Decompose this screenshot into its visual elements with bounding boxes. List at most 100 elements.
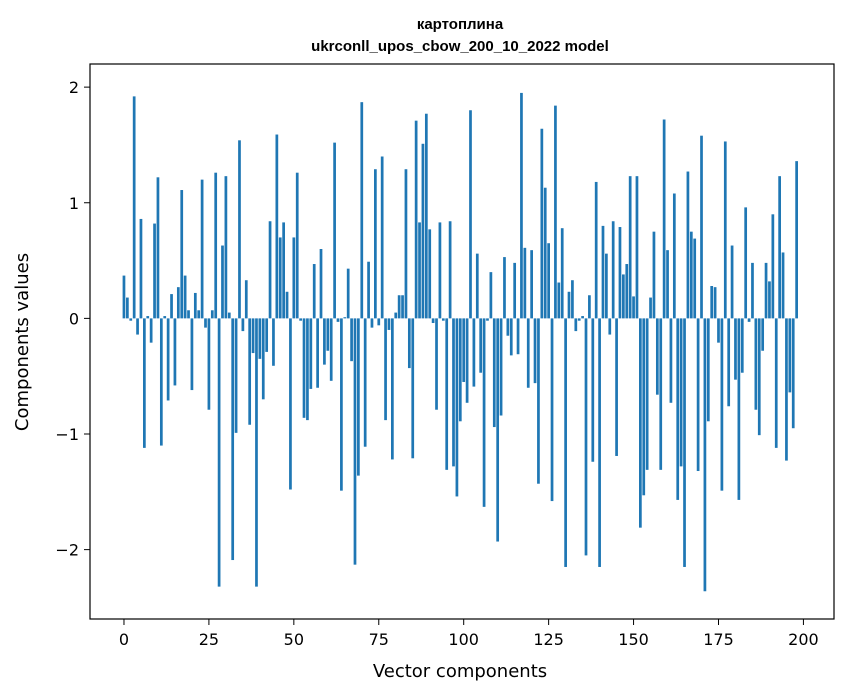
bar-167 bbox=[689, 231, 693, 319]
bar-154 bbox=[645, 318, 649, 470]
bar-197 bbox=[791, 318, 795, 429]
bar-33 bbox=[234, 318, 238, 433]
bar-193 bbox=[778, 176, 781, 319]
bar-96 bbox=[448, 221, 452, 319]
bar-106 bbox=[482, 318, 486, 507]
bar-65 bbox=[343, 317, 347, 319]
bar-62 bbox=[333, 142, 336, 319]
bar-13 bbox=[166, 318, 170, 401]
bar-47 bbox=[282, 222, 285, 319]
chart-title: картоплина bbox=[417, 16, 504, 33]
bar-97 bbox=[452, 318, 455, 467]
bar-115 bbox=[513, 262, 517, 319]
bar-139 bbox=[594, 181, 598, 319]
bar-182 bbox=[740, 318, 744, 373]
bar-132 bbox=[571, 280, 574, 319]
bar-124 bbox=[543, 187, 547, 319]
bar-94 bbox=[441, 318, 445, 321]
bar-130 bbox=[564, 318, 567, 567]
bar-57 bbox=[316, 318, 319, 388]
bar-81 bbox=[397, 295, 401, 319]
bar-186 bbox=[754, 318, 758, 410]
bar-10 bbox=[156, 177, 160, 319]
bar-31 bbox=[227, 312, 231, 319]
chart-subtitle: ukrconll_upos_cbow_200_10_2022 model bbox=[311, 38, 609, 55]
bar-0 bbox=[122, 275, 126, 319]
bar-198 bbox=[795, 161, 798, 319]
bar-157 bbox=[655, 318, 659, 395]
x-axis: 0 25 50 75 100 125 150 175 200 bbox=[119, 619, 819, 649]
bar-122 bbox=[537, 318, 540, 484]
bar-45 bbox=[275, 134, 279, 319]
bar-76 bbox=[380, 156, 384, 319]
bar-148 bbox=[625, 264, 629, 319]
y-tick-label: 0 bbox=[69, 309, 79, 328]
x-tick-label: 150 bbox=[618, 630, 649, 649]
bar-71 bbox=[363, 318, 367, 447]
bar-4 bbox=[136, 318, 139, 335]
bar-121 bbox=[533, 318, 537, 384]
bar-91 bbox=[431, 318, 435, 324]
bar-84 bbox=[407, 318, 411, 369]
bar-61 bbox=[329, 318, 333, 381]
bar-15 bbox=[173, 318, 177, 386]
bar-178 bbox=[727, 318, 731, 407]
bar-41 bbox=[261, 318, 265, 400]
bar-101 bbox=[465, 318, 469, 403]
bar-73 bbox=[370, 318, 374, 328]
bar-16 bbox=[176, 287, 180, 319]
y-tick-label: −1 bbox=[55, 425, 79, 444]
bar-5 bbox=[139, 218, 143, 319]
x-tick-label: 100 bbox=[448, 630, 479, 649]
bar-177 bbox=[723, 141, 727, 319]
bar-37 bbox=[248, 318, 252, 425]
x-axis-label: Vector components bbox=[373, 661, 547, 682]
bar-19 bbox=[187, 310, 190, 319]
bar-192 bbox=[774, 318, 778, 448]
bar-88 bbox=[421, 143, 425, 319]
bar-184 bbox=[747, 318, 751, 322]
bar-99 bbox=[458, 318, 462, 422]
bar-11 bbox=[159, 318, 163, 446]
x-tick-label: 50 bbox=[284, 630, 304, 649]
bar-144 bbox=[611, 221, 615, 319]
bar-18 bbox=[183, 275, 187, 319]
bar-190 bbox=[768, 281, 771, 319]
bar-3 bbox=[132, 96, 136, 319]
bar-171 bbox=[703, 318, 707, 592]
bar-29 bbox=[221, 245, 224, 319]
bar-131 bbox=[567, 291, 571, 319]
bar-185 bbox=[751, 262, 754, 319]
bar-146 bbox=[618, 227, 622, 319]
bar-70 bbox=[360, 102, 364, 319]
bar-48 bbox=[285, 291, 289, 319]
bar-59 bbox=[323, 318, 326, 365]
bar-12 bbox=[163, 316, 167, 319]
bar-49 bbox=[289, 318, 292, 490]
bar-142 bbox=[605, 253, 608, 319]
bar-136 bbox=[584, 318, 588, 556]
bar-102 bbox=[469, 110, 472, 319]
bar-35 bbox=[241, 318, 245, 332]
bar-27 bbox=[214, 172, 218, 319]
bar-169 bbox=[696, 318, 700, 472]
bar-14 bbox=[170, 294, 173, 319]
bar-112 bbox=[503, 257, 506, 319]
bar-129 bbox=[560, 228, 564, 319]
bar-93 bbox=[438, 222, 442, 319]
bar-163 bbox=[676, 318, 680, 500]
bar-1 bbox=[126, 297, 129, 319]
bar-128 bbox=[557, 282, 561, 319]
bar-36 bbox=[244, 280, 248, 319]
bar-17 bbox=[180, 190, 184, 319]
y-axis-label: Components values bbox=[12, 253, 33, 431]
bar-23 bbox=[200, 179, 204, 319]
bar-103 bbox=[472, 318, 476, 387]
bar-114 bbox=[509, 318, 513, 356]
bar-50 bbox=[292, 237, 296, 319]
bar-175 bbox=[717, 318, 720, 343]
bar-138 bbox=[591, 318, 595, 462]
bar-51 bbox=[295, 172, 299, 319]
bar-176 bbox=[720, 318, 724, 491]
bar-69 bbox=[357, 318, 360, 476]
